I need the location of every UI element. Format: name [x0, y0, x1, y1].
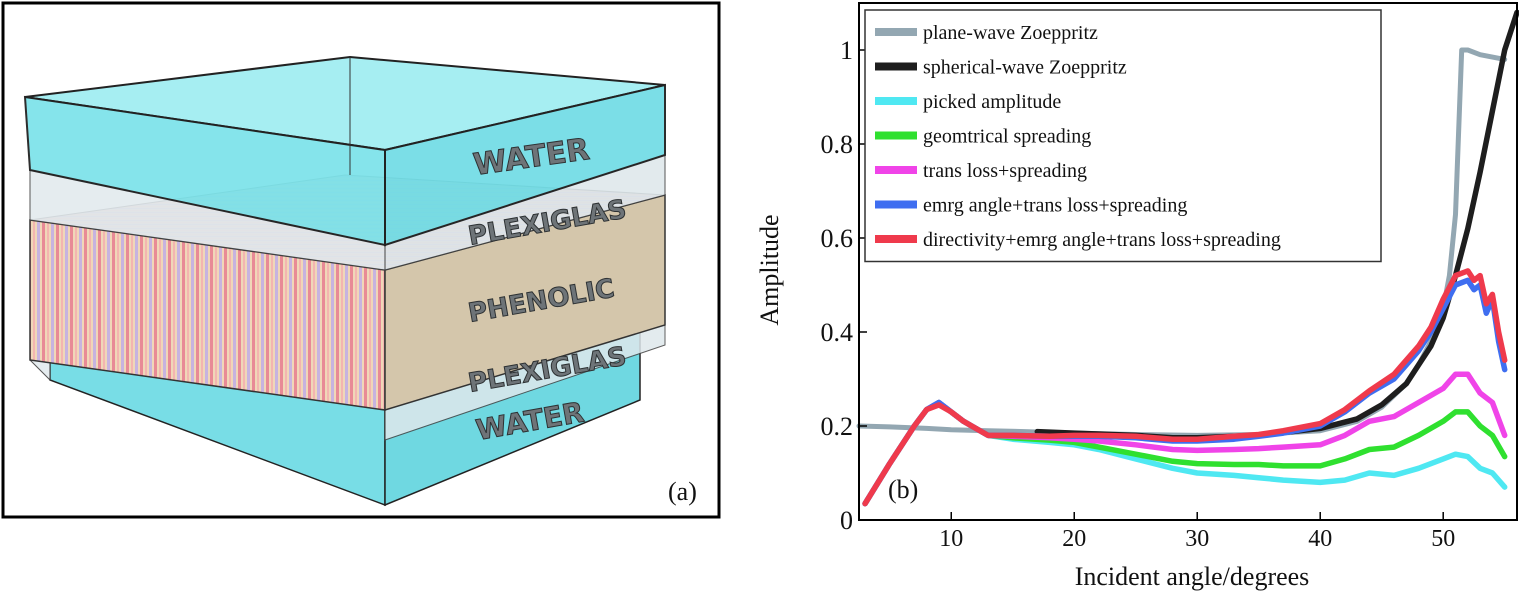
legend-entry: emrg angle+trans loss+spreading	[923, 195, 1187, 217]
x-axis-label: Incident angle/degrees	[1075, 562, 1310, 591]
legend-entry: directivity+emrg angle+trans loss+spread…	[923, 229, 1281, 251]
x-tick-label: 10	[939, 526, 963, 552]
x-tick-label: 30	[1185, 526, 1209, 552]
y-tick-label: 0.8	[821, 130, 854, 159]
panel-a-label: (a)	[668, 477, 697, 506]
y-tick-label: 0.4	[821, 318, 854, 347]
series-line-7	[862, 268, 1508, 507]
legend-entry: geomtrical spreading	[923, 126, 1091, 148]
legend-entry: spherical-wave Zoeppritz	[923, 57, 1127, 79]
y-tick-label: 0.6	[821, 224, 854, 253]
y-tick-label: 0.2	[821, 412, 854, 441]
legend-entry: picked amplitude	[923, 91, 1061, 113]
y-axis-label: Amplitude	[755, 214, 784, 325]
plot-frame	[858, 2, 1518, 521]
legend: plane-wave Zoeppritz spherical-wave Zoepp…	[864, 9, 1382, 263]
x-tick-label: 50	[1431, 526, 1455, 552]
x-tick-label: 40	[1308, 526, 1332, 552]
layered-model-figure: WATER PLEXIGLAS PHENOLIC PLEXIGLAS WATER…	[1, 1, 721, 519]
panel-b-label: (b)	[888, 475, 918, 504]
y-tick-label: 1	[840, 36, 853, 65]
y-tick-label: 0	[840, 506, 853, 535]
amplitude-chart: 10 20 30 40 50 0 0.2 0.4 0.6 0.8 1 plane-wave Zoep…	[755, 2, 1519, 591]
legend-box	[864, 9, 1382, 263]
x-tick-label: 20	[1062, 526, 1086, 552]
legend-entry: plane-wave Zoeppritz	[923, 22, 1098, 44]
legend-entry: trans loss+spreading	[923, 160, 1087, 182]
top-water-side	[384, 83, 666, 247]
